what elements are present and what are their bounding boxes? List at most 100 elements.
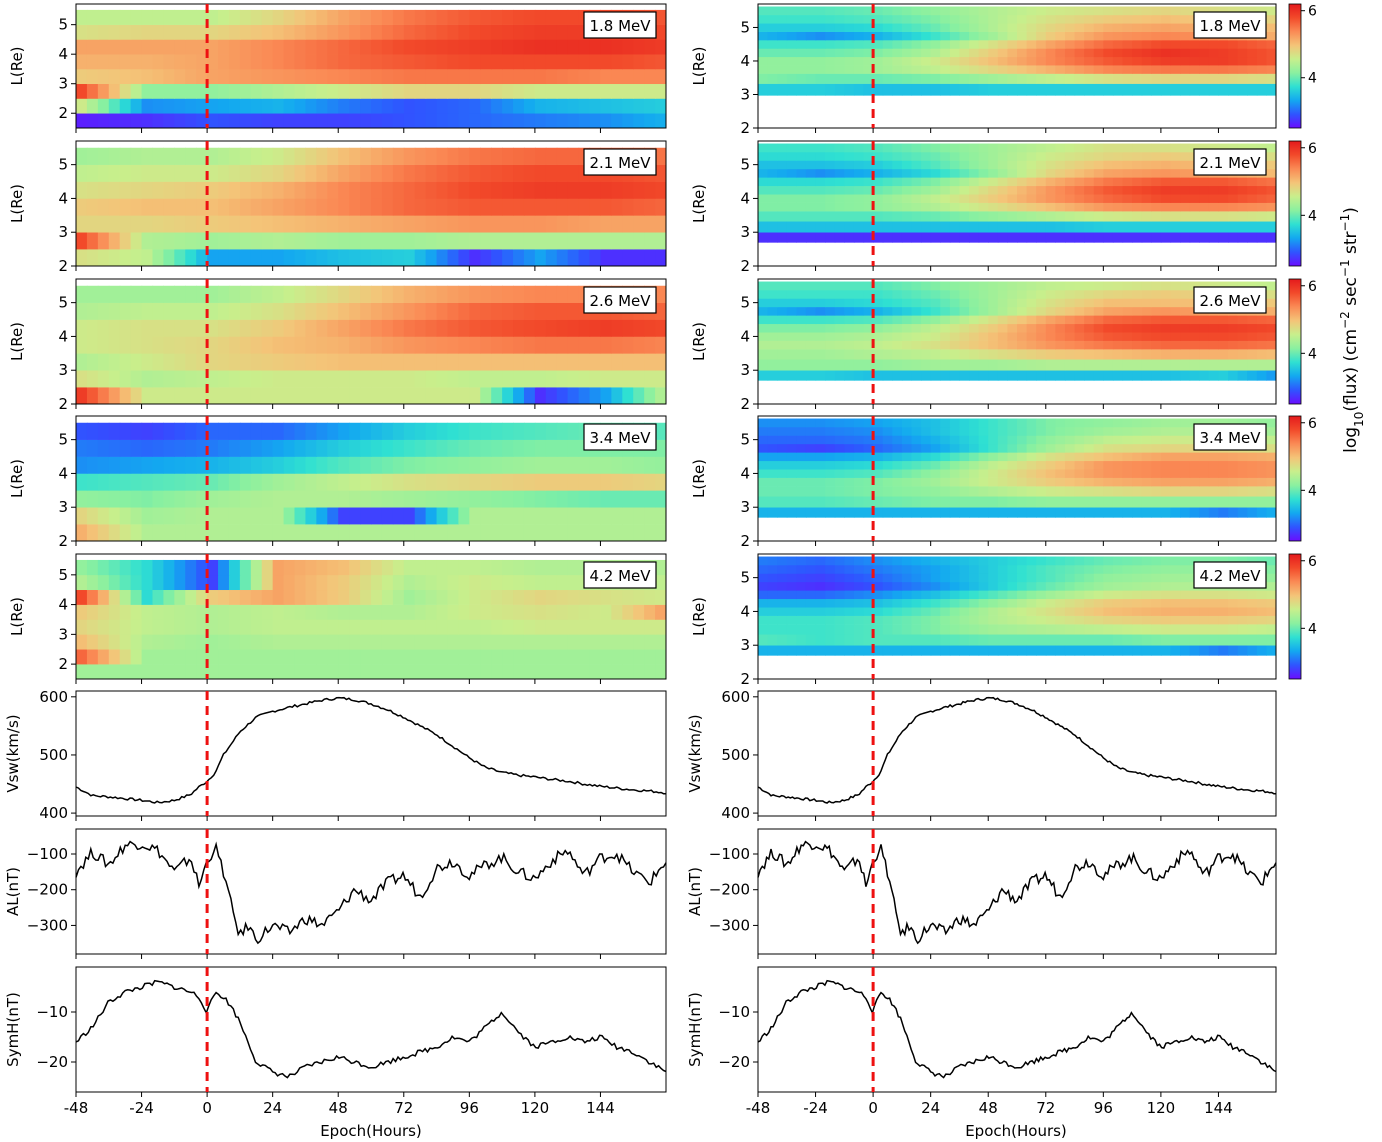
heatmap-cell: [458, 285, 470, 303]
heatmap-cell: [523, 54, 536, 70]
heatmap-cell: [901, 289, 913, 299]
heatmap-cell: [978, 160, 989, 170]
heatmap-cell: [1170, 211, 1181, 222]
heatmap-cell: [545, 98, 558, 114]
heatmap-cell: [901, 477, 913, 487]
heatmap-cell: [97, 24, 110, 40]
heatmap-cell: [218, 456, 230, 474]
heatmap-cell: [1064, 23, 1076, 32]
heatmap-cell: [786, 83, 797, 96]
heatmap-cell: [491, 147, 503, 165]
heatmap-cell: [152, 98, 165, 114]
heatmap-cell: [469, 285, 481, 303]
heatmap-cell: [305, 285, 317, 303]
heatmap-cell: [174, 164, 186, 182]
heatmap-cell: [534, 54, 547, 70]
heatmap-cell: [371, 113, 383, 128]
heatmap-cell: [141, 98, 154, 114]
heatmap-cell: [1247, 340, 1258, 350]
heatmap-cell: [305, 507, 317, 525]
heatmap-cell: [141, 164, 154, 182]
heatmap-cell: [978, 496, 989, 508]
heatmap-cell: [997, 31, 1009, 41]
heatmap-cell: [1112, 645, 1124, 656]
heatmap-cell: [633, 198, 645, 216]
heatmap-cell: [921, 160, 932, 170]
heatmap-cell: [600, 634, 612, 650]
heatmap-cell: [1132, 289, 1143, 299]
heatmap-cell: [1132, 615, 1143, 625]
heatmap-cell: [261, 456, 274, 474]
heatmap-cell: [1026, 607, 1037, 616]
heatmap-cell: [1026, 624, 1037, 635]
heatmap-cell: [1074, 340, 1085, 350]
heatmap-cell: [491, 574, 503, 591]
heatmap-cell: [834, 151, 845, 161]
heatmap-cell: [611, 589, 623, 605]
heatmap-cell: [392, 9, 405, 25]
heatmap-cell: [1208, 615, 1220, 625]
heatmap-cell: [997, 281, 1009, 291]
heatmap-cell: [600, 83, 612, 99]
heatmap-cell: [371, 319, 383, 337]
heatmap-cell: [959, 486, 970, 497]
heatmap-cell: [978, 615, 989, 625]
heatmap-cell: [1103, 168, 1114, 178]
heatmap-cell: [1017, 507, 1028, 518]
heatmap-cell: [853, 143, 865, 153]
heatmap-cell: [1103, 40, 1114, 49]
heatmap-cell: [1112, 298, 1124, 308]
heatmap-cell: [1074, 507, 1085, 518]
heatmap-cell: [767, 56, 778, 66]
heatmap-cell: [1122, 31, 1133, 41]
heatmap-cell: [844, 185, 855, 195]
heatmap-cell: [545, 353, 558, 371]
heatmap-cell: [767, 83, 778, 96]
heatmap-cell: [1026, 14, 1037, 24]
heatmap-cell: [853, 65, 865, 74]
heatmap-cell: [480, 215, 492, 233]
heatmap-cell: [1055, 645, 1066, 656]
heatmap-cell: [403, 439, 416, 457]
heatmap-cell: [1055, 73, 1066, 84]
heatmap-cell: [436, 147, 449, 165]
heatmap-cell: [523, 319, 536, 337]
heatmap-cell: [196, 319, 208, 337]
heatmap-cell: [1180, 349, 1191, 360]
heatmap-cell: [1189, 634, 1200, 646]
heatmap-cell: [978, 607, 989, 616]
heatmap-cell: [777, 598, 788, 608]
heatmap-cell: [600, 604, 612, 620]
heatmap-cell: [1093, 40, 1104, 49]
heatmap-cell: [882, 359, 893, 371]
heatmap-cell: [978, 221, 989, 233]
heatmap-cell: [969, 418, 980, 428]
heatmap-cell: [882, 443, 893, 453]
y-tick-label: 3: [58, 75, 68, 93]
heatmap-cell: [1064, 83, 1076, 96]
heatmap-cell: [1007, 6, 1018, 16]
heatmap-cell: [119, 634, 132, 650]
heatmap-cell: [892, 443, 903, 453]
heatmap-cell: [873, 332, 884, 341]
heatmap-cell: [969, 634, 980, 646]
heatmap-cell: [969, 645, 980, 656]
heatmap-cell: [786, 477, 797, 487]
heatmap-cell: [949, 615, 961, 625]
heatmap-cell: [633, 68, 645, 85]
heatmap-cell: [834, 56, 845, 66]
heatmap-cell: [1112, 452, 1124, 462]
heatmap-cell: [1036, 31, 1047, 41]
heatmap-cell: [1084, 469, 1095, 478]
heatmap-cell: [589, 181, 602, 199]
heatmap-cell: [1160, 40, 1172, 49]
heatmap-cell: [371, 574, 383, 591]
y-tick-label: 5: [58, 156, 68, 174]
heatmap-cell: [261, 507, 274, 525]
heatmap-cell: [283, 83, 296, 99]
heatmap-cell: [796, 426, 807, 436]
heatmap-cell: [1180, 194, 1191, 203]
heatmap-cell: [1256, 281, 1268, 291]
heatmap-cell: [1151, 418, 1162, 428]
